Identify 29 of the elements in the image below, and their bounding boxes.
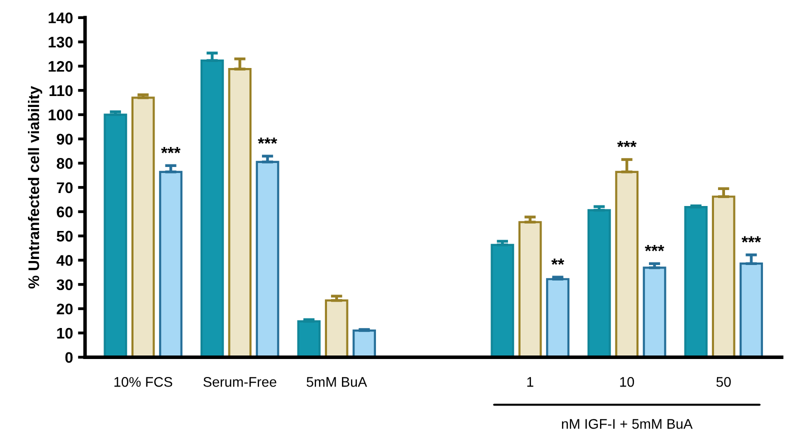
y-tick-label: 40 [56,255,73,266]
x-tick-label: 50 [716,377,731,387]
x-tick-label: 10 [620,377,634,387]
y-tick-label: 120 [48,61,73,72]
y-tick-label: 100 [48,110,73,120]
y-tick-label: 140 [48,12,73,24]
y-axis-title: % Untranfected cell viability [28,86,42,288]
y-tick-label: 60 [56,206,73,218]
data-label: *** [742,236,761,242]
y-tick-label: 110 [50,85,73,96]
data-label: *** [258,138,278,144]
data-label: *** [644,245,664,252]
data-label: *** [161,147,180,154]
text: nM IGF-I + 5mM BuA [562,419,693,429]
y-tick-label: 50 [56,230,73,242]
y-tick-label: 20 [56,304,73,314]
x-tick-label: 5mM BuA [306,377,368,387]
data-label: ** [551,258,564,265]
y-tick-label: 70 [56,182,73,194]
y-tick-label: 30 [56,279,73,290]
x-tick-label: 10% FCS [114,377,172,387]
y-tick-label: 10 [57,328,73,339]
y-tick-label: 0 [65,352,73,363]
y-tick-label: 90 [56,134,73,145]
x-tick-label: Serum-Free [203,377,276,387]
y-tick-label: 130 [48,36,73,48]
x-tick-label: 1 [527,377,534,387]
y-tick-label: 80 [56,158,73,169]
data-label: *** [617,140,637,148]
